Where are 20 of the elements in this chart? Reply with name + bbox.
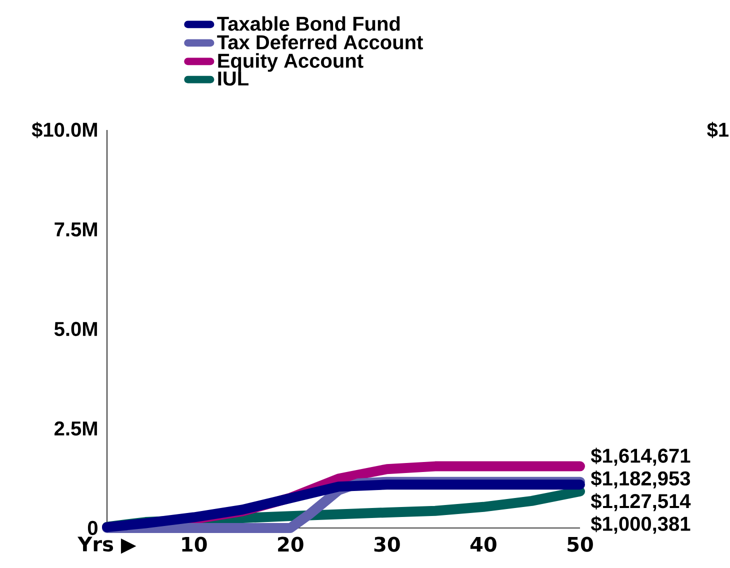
- text: $1: [707, 122, 729, 138]
- y-tick-label: 7.5M: [54, 222, 97, 236]
- y-tick-label: 5.0M: [54, 322, 97, 336]
- x-tick-label: Yrs ▶: [78, 536, 136, 554]
- text: $1,182,953: [590, 470, 690, 488]
- x-tick-label: 50: [568, 536, 593, 552]
- x-tick-label: 20: [278, 536, 304, 552]
- text: $1,000,381: [590, 516, 690, 534]
- legend-label: IUL: [218, 72, 248, 86]
- legend-label: Taxable Bond Fund: [217, 16, 400, 31]
- y-tick-label: 2.5M: [54, 421, 97, 436]
- x-tick-label: 40: [470, 536, 496, 552]
- y-tick-label: $10.0M: [32, 122, 97, 138]
- text: $1,614,671: [590, 448, 690, 466]
- legend-label: Tax Deferred Account: [217, 34, 423, 50]
- y-tick-label: 0: [88, 520, 98, 536]
- legend-label: Equity Account: [218, 53, 364, 72]
- x-tick-label: 30: [374, 536, 400, 552]
- x-tick-label: 10: [182, 536, 207, 552]
- text: $1,127,514: [590, 493, 691, 512]
